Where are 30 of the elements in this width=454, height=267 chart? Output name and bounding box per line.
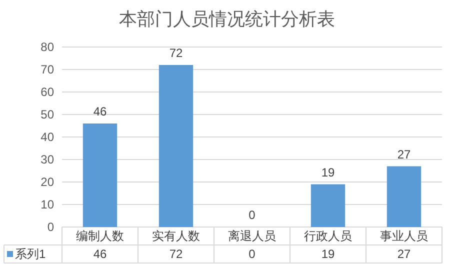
x-tick-label: 事业人员 <box>380 229 428 244</box>
y-tick-label: 20 <box>40 175 54 190</box>
data-label: 46 <box>93 104 107 118</box>
text: 27 <box>397 247 411 262</box>
x-tick-label: 离退人员 <box>228 229 276 244</box>
text: 19 <box>321 247 335 262</box>
y-tick-label: 40 <box>40 130 54 144</box>
data-label: 72 <box>169 46 183 60</box>
y-tick-label: 60 <box>40 85 54 100</box>
y-tick-label: 80 <box>40 40 54 54</box>
bar <box>310 184 346 227</box>
y-tick-label: 0 <box>47 220 54 234</box>
bar <box>82 124 118 227</box>
text: 46 <box>93 247 107 262</box>
data-label: 0 <box>248 208 256 222</box>
legend-label: 系列1 <box>15 247 46 262</box>
data-label: 19 <box>321 165 335 180</box>
y-tick-label: 30 <box>40 152 54 167</box>
y-tick-label: 70 <box>40 62 54 77</box>
x-tick-label: 行政人员 <box>304 229 352 244</box>
x-tick-label: 编制人数 <box>76 229 124 244</box>
bar <box>158 65 194 227</box>
x-tick-label: 实有人数 <box>152 229 200 244</box>
data-label: 27 <box>397 147 411 162</box>
chart-title: 本部门人员情况统计分析表 <box>119 9 335 29</box>
text: 0 <box>248 247 256 262</box>
y-tick-label: 50 <box>40 108 54 122</box>
text: 72 <box>169 247 183 262</box>
bar <box>386 166 422 227</box>
y-tick-label: 10 <box>40 198 54 212</box>
